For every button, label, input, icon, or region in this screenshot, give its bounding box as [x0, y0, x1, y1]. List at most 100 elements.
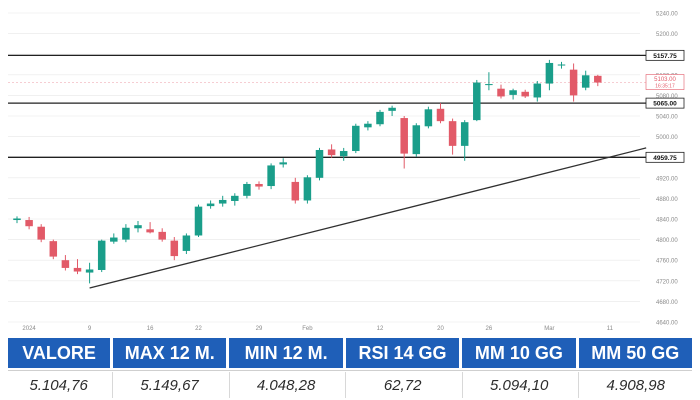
candle-body [497, 88, 505, 97]
y-tick-label: 5040.00 [656, 115, 678, 121]
candle [412, 123, 421, 157]
candle [303, 175, 312, 204]
candle [315, 147, 324, 181]
x-tick-label: 9 [88, 326, 92, 332]
candle-body [122, 227, 130, 240]
x-tick-label: 12 [377, 326, 384, 332]
candle [122, 224, 130, 243]
candle-body [303, 177, 312, 201]
candle [497, 84, 505, 99]
candle-body [339, 151, 348, 157]
candle-body [194, 206, 203, 236]
candle-body [521, 91, 529, 97]
candle [158, 228, 166, 242]
candle [170, 237, 179, 261]
candle [594, 74, 602, 87]
x-tick-label: 20 [437, 326, 444, 332]
stats-value-row: 5.104,76 5.149,67 4.048,28 62,72 5.094,1… [8, 372, 692, 398]
candle [448, 118, 457, 155]
candle [339, 147, 348, 161]
candle-body [255, 183, 263, 187]
candle [521, 89, 529, 98]
candle [473, 79, 481, 122]
candle [194, 204, 203, 238]
candle-body [545, 62, 554, 84]
candle [146, 222, 154, 234]
candle [73, 259, 82, 275]
y-tick-label: 4800.00 [656, 238, 678, 244]
candle-body [61, 260, 70, 268]
candle [460, 120, 469, 161]
y-tick-label: 5200.00 [656, 32, 678, 38]
candle-body [388, 107, 396, 111]
candle-body [158, 231, 166, 240]
value-mm-50: 4.908,98 [578, 372, 692, 398]
x-tick-label: 11 [607, 326, 614, 332]
candle [182, 233, 191, 255]
candle-body [218, 199, 227, 204]
candle-body [182, 235, 191, 251]
candle [49, 239, 58, 260]
candle-body [557, 64, 566, 66]
candle-body [13, 218, 21, 221]
candle-body [170, 240, 179, 257]
last-price-time: 16:35:17 [655, 84, 675, 90]
candle-body [473, 82, 481, 121]
header-mm-50: MM 50 GG [578, 338, 692, 368]
candle [61, 255, 70, 271]
candle [134, 221, 142, 233]
y-tick-label: 4680.00 [656, 300, 678, 306]
y-tick-label: 4720.00 [656, 279, 678, 285]
candle [485, 72, 493, 91]
value-rsi-14: 62,72 [345, 372, 459, 398]
candle [279, 158, 287, 168]
last-price-label: 5103.00 [654, 77, 676, 83]
candle [376, 109, 384, 127]
candle-body [424, 109, 433, 127]
x-tick-label: Feb [302, 326, 313, 332]
y-tick-label: 4920.00 [656, 176, 678, 182]
candle-body [49, 241, 58, 257]
candle-body [376, 111, 384, 125]
y-tick-label: 4880.00 [656, 197, 678, 203]
candle [231, 193, 239, 206]
candle [218, 195, 227, 207]
candle [569, 63, 578, 102]
candle-body [315, 149, 324, 178]
candle-body [412, 125, 421, 155]
price-level-label: 5157.75 [653, 53, 677, 60]
candle-body [436, 108, 445, 122]
candle [388, 105, 396, 116]
candle-body [25, 220, 33, 227]
candle [436, 103, 445, 124]
price-level-label: 5065.00 [653, 101, 677, 108]
candle [206, 200, 215, 209]
grid-lines [8, 12, 640, 323]
y-tick-label: 5080.00 [656, 94, 678, 100]
header-rsi-14: RSI 14 GG [345, 338, 460, 368]
candle-body [231, 195, 239, 201]
candle-body [509, 90, 517, 95]
candle-body [97, 240, 106, 270]
candle [97, 239, 106, 273]
price-level-tag [645, 97, 685, 109]
candle [581, 70, 590, 91]
last-price-tag [645, 74, 685, 90]
y-tick-label: 4640.00 [656, 321, 678, 327]
candle-body [460, 122, 469, 146]
header-valore: VALORE [8, 338, 111, 368]
candle-body [400, 118, 408, 154]
candle-body [206, 203, 215, 207]
candle [545, 59, 554, 91]
candle [13, 216, 21, 224]
x-axis: 2024 9 16 22 29 Feb 12 20 26 Mar 11 [22, 326, 613, 332]
y-tick-label: 5240.00 [656, 12, 678, 18]
candle-body [364, 123, 372, 128]
candle [352, 123, 360, 154]
header-mm-10: MM 10 GG [462, 338, 576, 368]
y-tick-label: 4760.00 [656, 259, 678, 265]
candle-body [594, 75, 602, 83]
candlestick-chart: 4640.00 4680.00 4720.00 4760.00 4800.00 4840.… [8, 12, 685, 332]
candle [25, 216, 33, 230]
x-tick-label: 2024 [22, 326, 36, 332]
